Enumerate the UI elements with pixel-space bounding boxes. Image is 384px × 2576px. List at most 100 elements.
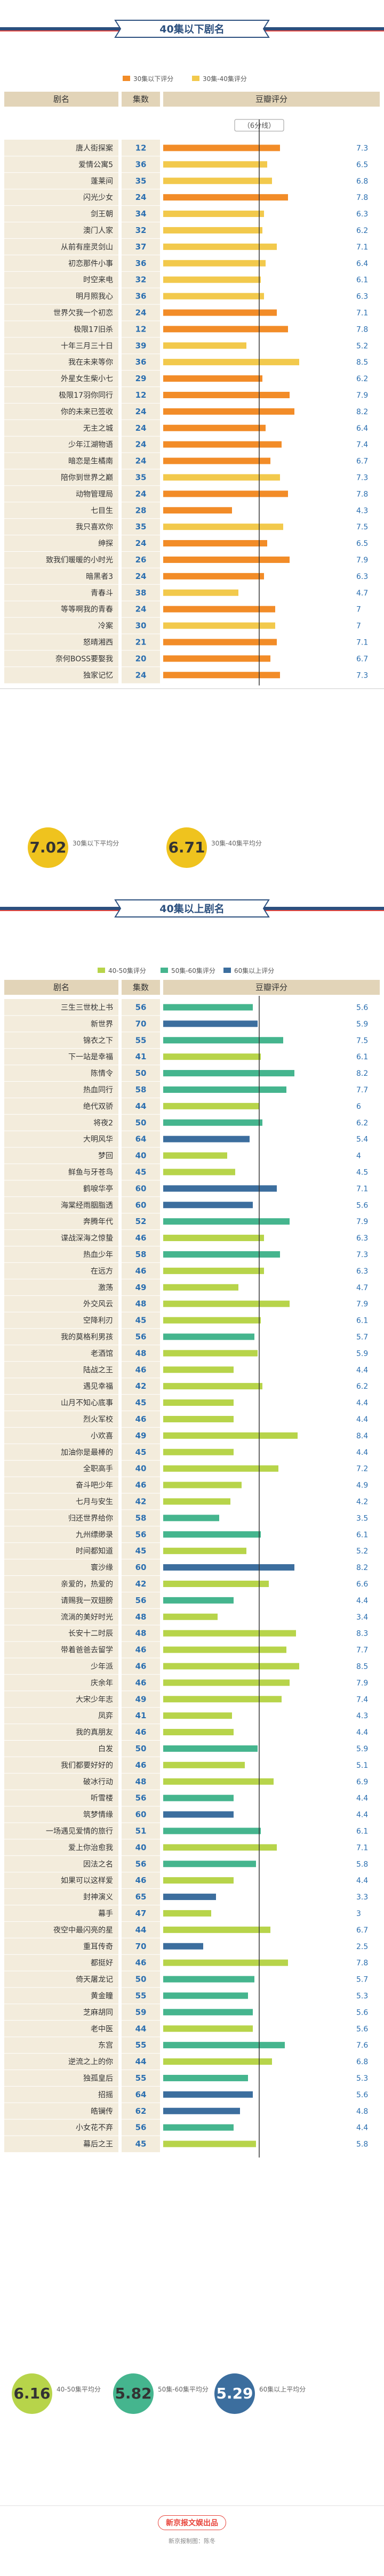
score-value: 6.1: [356, 1827, 368, 1836]
drama-name: 庆余年: [91, 1678, 113, 1687]
episode-count: 35: [135, 522, 147, 532]
score-value: 5.6: [356, 1003, 368, 1012]
score-bar: [163, 1383, 262, 1390]
episode-count: 46: [135, 1480, 147, 1490]
score-bar: [163, 243, 277, 250]
drama-name: 海棠经雨胭脂透: [61, 1201, 113, 1210]
episode-count: 24: [135, 192, 147, 202]
drama-name: 少年派: [91, 1662, 113, 1671]
score-bar: [163, 1136, 250, 1142]
drama-name: 大明风华: [83, 1136, 113, 1144]
episode-count: 37: [135, 242, 147, 252]
score-bar: [163, 1580, 269, 1587]
header-name-bg: [4, 980, 118, 995]
drama-name: 外交风云: [83, 1300, 113, 1309]
footer-brand: 新京报文娱出品: [158, 2515, 226, 2530]
episode-count: 41: [135, 1052, 147, 1061]
score-value: 6.3: [356, 210, 368, 219]
average-label: 30集-40集平均分: [211, 839, 262, 847]
average-bubble: [214, 2373, 255, 2414]
score-bar: [163, 309, 277, 316]
score-bar: [163, 2107, 240, 2114]
drama-name: 凤弈: [98, 1712, 113, 1720]
score-value: 5.8: [356, 2140, 368, 2149]
score-value: 6.9: [356, 1778, 368, 1786]
episode-count: 12: [135, 390, 147, 400]
score-bar: [163, 490, 288, 497]
legend-swatch: [223, 968, 231, 973]
episode-count: 70: [135, 1942, 147, 1951]
score-value: 6.2: [356, 1119, 368, 1128]
drama-name: 鲜鱼与牙苍鸟: [68, 1168, 113, 1177]
section-title: 40集以下剧名: [159, 23, 224, 35]
drama-name: 少年江湖物语: [68, 441, 113, 449]
drama-name: 世界欠我一个初恋: [53, 308, 113, 317]
drama-name: 奈何BOSS要娶我: [55, 655, 113, 663]
episode-count: 44: [135, 1925, 147, 1935]
drama-name: 新世界: [91, 1020, 113, 1028]
legend-swatch: [98, 968, 105, 973]
score-value: 7.9: [356, 1679, 368, 1687]
score-bar: [163, 1910, 211, 1917]
drama-name: 独孤皇后: [83, 2074, 113, 2083]
score-value: 6.5: [356, 540, 368, 548]
episode-count: 52: [135, 1217, 147, 1226]
episode-count: 40: [135, 1464, 147, 1474]
score-bar: [163, 1646, 286, 1653]
drama-name: 热血少年: [83, 1251, 113, 1259]
score-value: 8.2: [356, 1069, 368, 1078]
drama-name: 致我们暖暖的小时光: [46, 556, 113, 565]
score-value: 3: [356, 1910, 361, 1918]
score-value: 5.6: [356, 2091, 368, 2099]
score-bar: [163, 408, 294, 415]
score-value: 6.7: [356, 457, 368, 466]
episode-count: 24: [135, 670, 147, 680]
episode-count: 46: [135, 1875, 147, 1885]
score-value: 4.8: [356, 2107, 368, 2116]
score-value: 7.1: [356, 638, 368, 647]
episode-count: 42: [135, 1496, 147, 1506]
score-value: 8.5: [356, 1662, 368, 1671]
score-bar: [163, 655, 270, 662]
score-value: 6.1: [356, 1053, 368, 1061]
drama-name: 因法之名: [83, 1860, 113, 1869]
drama-name: 剑王朝: [91, 210, 113, 219]
score-bar: [163, 540, 267, 547]
episode-count: 48: [135, 1299, 147, 1309]
score-bar: [163, 375, 262, 382]
drama-name: 将夜2: [93, 1119, 113, 1128]
episode-count: 20: [135, 654, 147, 663]
score-bar: [163, 1300, 290, 1307]
score-bar: [163, 211, 264, 218]
score-value: 4.7: [356, 1284, 368, 1292]
drama-name: 全职高手: [83, 1464, 113, 1474]
score-value: 4.4: [356, 1399, 368, 1407]
episode-count: 36: [135, 292, 147, 301]
score-bar: [163, 1267, 264, 1274]
score-bar: [163, 1844, 277, 1851]
score-value: 5.8: [356, 1860, 368, 1869]
section-title: 40集以上剧名: [159, 903, 224, 915]
score-bar: [163, 672, 280, 679]
drama-name: 从前有座灵剑山: [61, 243, 113, 252]
score-value: 4.4: [356, 1794, 368, 1803]
score-value: 6.3: [356, 1234, 368, 1243]
episode-count: 56: [135, 1002, 147, 1012]
drama-name: 爱上你治愈我: [68, 1844, 113, 1852]
score-value: 6.1: [356, 276, 368, 285]
score-value: 5.2: [356, 1547, 368, 1556]
score-value: 5.7: [356, 1976, 368, 1984]
score-bar: [163, 589, 238, 596]
header-episodes: 集数: [133, 983, 149, 992]
episode-count: 60: [135, 1810, 147, 1820]
drama-name: 冷案: [98, 622, 113, 631]
score-bar: [163, 1448, 234, 1455]
header-score-bg: [163, 980, 380, 995]
header-episodes: 集数: [133, 94, 149, 104]
episode-count: 32: [135, 226, 147, 235]
score-value: 7.9: [356, 1218, 368, 1226]
score-bar: [163, 1828, 261, 1834]
score-value: 7.3: [356, 473, 368, 482]
score-bar: [163, 1185, 277, 1192]
